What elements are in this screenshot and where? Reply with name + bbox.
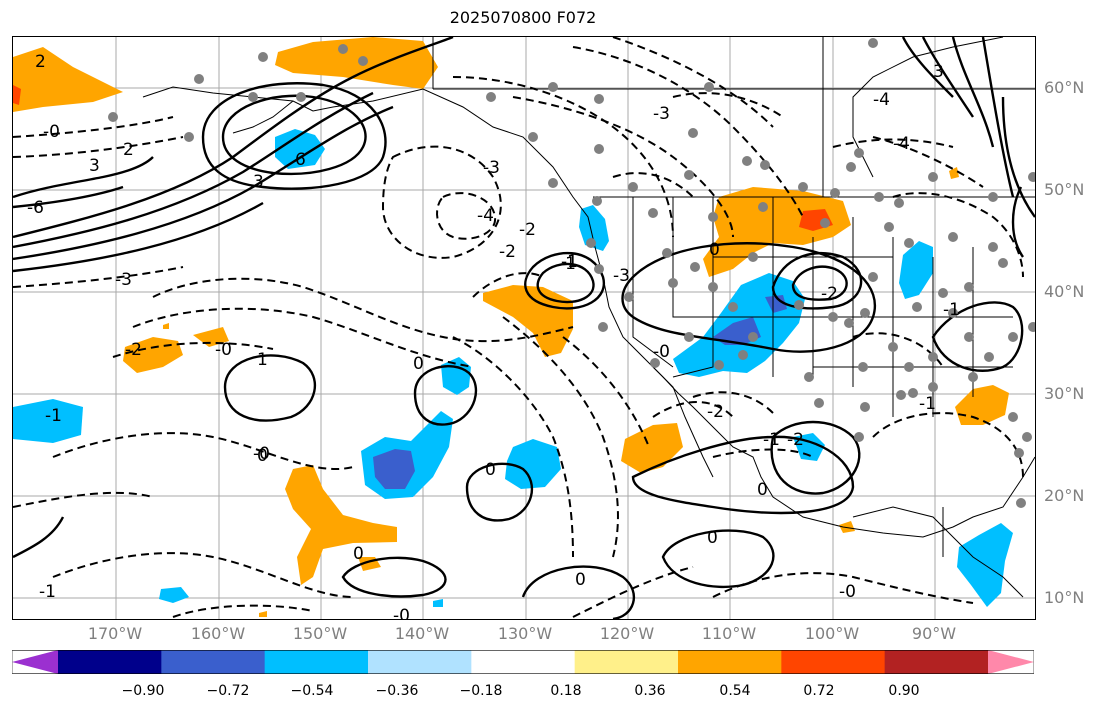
contour-label: -0 xyxy=(839,582,856,602)
colorbar-segment xyxy=(368,650,472,674)
colorbar-segments xyxy=(12,650,1034,674)
colorbar-tick: −0.36 xyxy=(375,683,419,699)
contour-label: 3 xyxy=(253,172,264,192)
forecast-map[interactable]: 2 -0 3 6 2 3 -3 3 -6 -1 0 -3 -2 -3 -4 -2… xyxy=(12,36,1036,620)
lon-label: 110°W xyxy=(701,624,757,643)
contour-label: -6 xyxy=(27,198,44,218)
observation-dots xyxy=(108,38,1035,508)
lon-label: 130°W xyxy=(497,624,553,643)
contour-label: -2 xyxy=(499,242,516,262)
contour-label: -2 xyxy=(787,430,804,450)
colorbar-tick: −0.54 xyxy=(290,683,334,699)
contour-label: 0 xyxy=(257,446,268,466)
lat-label: 60°N xyxy=(1044,78,1085,97)
colorbar-tick: −0.90 xyxy=(121,683,165,699)
contour-label: -1 xyxy=(561,252,578,272)
colorbar-segment xyxy=(58,650,162,674)
colorbar-segment xyxy=(884,650,989,674)
lon-label: 170°W xyxy=(87,624,143,643)
contour-label: 0 xyxy=(709,240,720,260)
contour-label: 1 xyxy=(257,350,268,370)
contour-label: -0 xyxy=(653,342,670,362)
contour-labels: 2 -0 3 6 2 3 -3 3 -6 -1 0 -3 -2 -3 -4 -2… xyxy=(27,52,960,619)
colorbar-segment xyxy=(264,650,369,674)
lon-label: 90°W xyxy=(911,624,957,643)
contour-label: 0 xyxy=(485,460,496,480)
contour-label: -1 xyxy=(919,394,936,414)
lon-label: 150°W xyxy=(292,624,348,643)
contour-label: -0 xyxy=(43,122,60,142)
contour-label: -4 xyxy=(893,134,910,154)
coastlines xyxy=(142,37,1035,598)
contour-label: -3 xyxy=(483,158,500,178)
contour-label: -2 xyxy=(821,284,838,304)
lat-label: 20°N xyxy=(1044,486,1085,505)
colorbar-tick: −0.72 xyxy=(206,683,250,699)
lon-label: 140°W xyxy=(394,624,450,643)
contour-label: -1 xyxy=(45,406,62,426)
contour-label: 0 xyxy=(413,354,424,374)
contour-label: -0 xyxy=(215,340,232,360)
contour-label: 2 xyxy=(123,140,134,160)
contour-label: -3 xyxy=(115,270,132,290)
contour-label: -0 xyxy=(253,444,270,464)
lat-label: 10°N xyxy=(1044,588,1085,607)
contour-label: -1 xyxy=(763,430,780,450)
lon-label: 160°W xyxy=(190,624,246,643)
contour-label: 0 xyxy=(575,570,586,590)
colorbar-extend-low xyxy=(12,650,58,674)
lat-label: 50°N xyxy=(1044,180,1085,199)
contour-lines xyxy=(13,37,1035,619)
contour-label: -4 xyxy=(477,206,494,226)
colorbar-tick: 0.18 xyxy=(550,683,582,699)
contour-label: -2 xyxy=(707,402,724,422)
colorbar-extend-high xyxy=(988,650,1034,674)
colorbar-segment xyxy=(781,650,886,674)
contour-label: -3 xyxy=(613,266,630,286)
lat-label: 40°N xyxy=(1044,282,1085,301)
colorbar-segment xyxy=(471,650,576,674)
contour-label: 0 xyxy=(757,480,768,500)
contour-label: -1 xyxy=(559,254,576,274)
lon-label: 100°W xyxy=(804,624,860,643)
colorbar-segment xyxy=(574,650,679,674)
colorbar xyxy=(12,650,1034,674)
contour-label: -3 xyxy=(653,104,670,124)
map-title: 2025070800 F072 xyxy=(449,8,597,27)
colorbar-segment xyxy=(161,650,266,674)
colorbar-tick: 0.54 xyxy=(719,683,751,699)
contour-label: 2 xyxy=(35,52,46,72)
contour-label: -1 xyxy=(943,300,960,320)
lon-label: 120°W xyxy=(599,624,655,643)
contour-label: 6 xyxy=(295,150,306,170)
colorbar-tick: 0.72 xyxy=(803,683,835,699)
shaded-field xyxy=(13,37,1013,617)
colorbar-tick: 0.90 xyxy=(888,683,920,699)
lat-label: 30°N xyxy=(1044,384,1085,403)
contour-label: -2 xyxy=(519,220,536,240)
contour-label: -4 xyxy=(873,90,890,110)
map-svg: 2 -0 3 6 2 3 -3 3 -6 -1 0 -3 -2 -3 -4 -2… xyxy=(13,37,1035,619)
contour-label: -2 xyxy=(125,340,142,360)
contour-label: 0 xyxy=(707,528,718,548)
contour-label: 3 xyxy=(89,156,100,176)
colorbar-segment xyxy=(678,650,782,674)
contour-label: 0 xyxy=(353,544,364,564)
colorbar-tick: 0.36 xyxy=(634,683,666,699)
contour-label: -0 xyxy=(393,606,410,619)
colorbar-tick: −0.18 xyxy=(459,683,503,699)
contour-label: 3 xyxy=(933,62,944,82)
contour-label: -1 xyxy=(39,582,56,602)
